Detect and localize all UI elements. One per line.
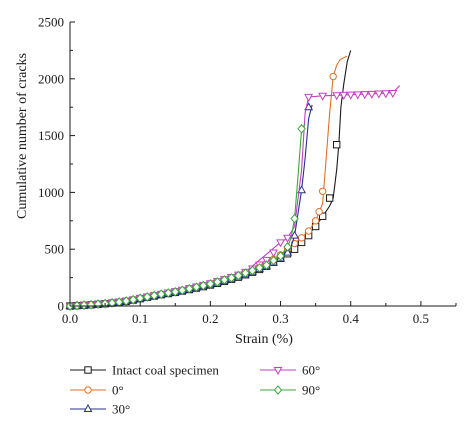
data-point — [367, 90, 377, 99]
data-point — [325, 194, 334, 202]
data-point — [332, 92, 342, 101]
series-line — [69, 104, 313, 307]
y-tick-label: 500 — [45, 242, 65, 257]
data-point — [318, 187, 327, 195]
data-point — [283, 242, 292, 252]
data-point — [206, 279, 215, 289]
legend-item: 30° — [70, 402, 130, 417]
legend-label: 0° — [112, 383, 124, 398]
data-point — [381, 90, 391, 99]
data-point — [220, 275, 229, 285]
data-point — [297, 185, 307, 194]
data-point — [142, 292, 152, 302]
data-point — [290, 230, 300, 239]
data-point — [234, 270, 243, 281]
y-tick-label: 2000 — [38, 71, 64, 86]
series-2 — [65, 102, 314, 310]
plot-area — [65, 50, 401, 312]
data-point — [339, 91, 349, 100]
x-tick-label: 0.1 — [132, 311, 148, 326]
data-point — [374, 90, 384, 99]
data-point — [297, 234, 306, 242]
data-point — [318, 92, 328, 101]
data-point — [332, 140, 341, 149]
data-point — [388, 89, 398, 99]
data-point — [121, 296, 131, 306]
data-point — [79, 300, 89, 310]
data-point — [283, 234, 293, 243]
y-axis-title: Cumulative number of cracks — [15, 53, 30, 219]
series-line — [69, 50, 352, 307]
axes: 0.0 0.1 0.2 0.3 0.4 0.5 0 500 1000 1500 2000 2500 — [38, 15, 457, 326]
legend-marker — [273, 385, 283, 395]
data-point — [311, 217, 320, 225]
legend-item: 60° — [260, 363, 320, 378]
legend-marker — [83, 403, 93, 413]
y-tick-label: 0 — [58, 299, 65, 314]
data-point — [241, 268, 250, 278]
legend: Intact coal specimen 0° 30° 60° 90° — [70, 363, 320, 417]
data-point — [227, 273, 236, 283]
legend-label: 60° — [302, 363, 320, 378]
x-tick-label: 0.4 — [343, 311, 360, 326]
legend-item: 0° — [70, 383, 124, 398]
legend-marker — [84, 366, 92, 374]
legend-label: 30° — [112, 402, 130, 417]
data-point — [86, 300, 96, 310]
data-point — [255, 263, 264, 273]
series-line — [69, 123, 306, 307]
data-point — [107, 298, 117, 308]
data-point — [304, 93, 314, 103]
x-tick-label: 0.2 — [202, 311, 218, 326]
data-point — [199, 280, 208, 291]
x-tick-label: 0.3 — [272, 311, 288, 326]
data-point — [276, 251, 285, 261]
y-tick-label: 2500 — [38, 15, 64, 30]
data-point — [178, 285, 187, 296]
x-tick-label: 0.0 — [62, 311, 78, 326]
data-point — [329, 72, 337, 81]
x-tick-label: 0.5 — [413, 311, 429, 326]
y-tick-label: 1000 — [38, 185, 64, 200]
data-point — [213, 277, 222, 287]
data-point — [192, 282, 201, 292]
data-point — [315, 208, 323, 216]
data-point — [297, 124, 306, 134]
y-tick-label: 1500 — [38, 128, 64, 143]
data-point — [269, 249, 278, 258]
legend-label: Intact coal specimen — [112, 363, 219, 378]
data-point — [283, 247, 293, 256]
legend-item: Intact coal specimen — [70, 363, 219, 378]
data-point — [290, 213, 299, 224]
data-point — [248, 265, 257, 276]
series-line — [69, 55, 348, 307]
data-point — [156, 289, 166, 299]
series-0 — [66, 50, 352, 310]
data-point — [318, 212, 327, 220]
data-point — [360, 91, 370, 100]
data-point — [304, 227, 313, 235]
legend-marker — [84, 386, 92, 394]
legend-label: 90° — [302, 383, 320, 398]
series-4 — [65, 123, 306, 311]
data-point — [185, 283, 194, 294]
data-point — [269, 255, 278, 266]
legend-marker — [273, 366, 283, 376]
data-point — [163, 288, 173, 298]
x-axis-title: Strain (%) — [235, 332, 293, 347]
data-point — [276, 239, 285, 248]
data-point — [128, 295, 138, 305]
data-point — [149, 290, 159, 301]
legend-item: 90° — [260, 383, 320, 398]
data-point — [171, 287, 180, 297]
data-point — [262, 260, 271, 270]
data-point — [346, 91, 356, 100]
data-point — [353, 91, 363, 100]
